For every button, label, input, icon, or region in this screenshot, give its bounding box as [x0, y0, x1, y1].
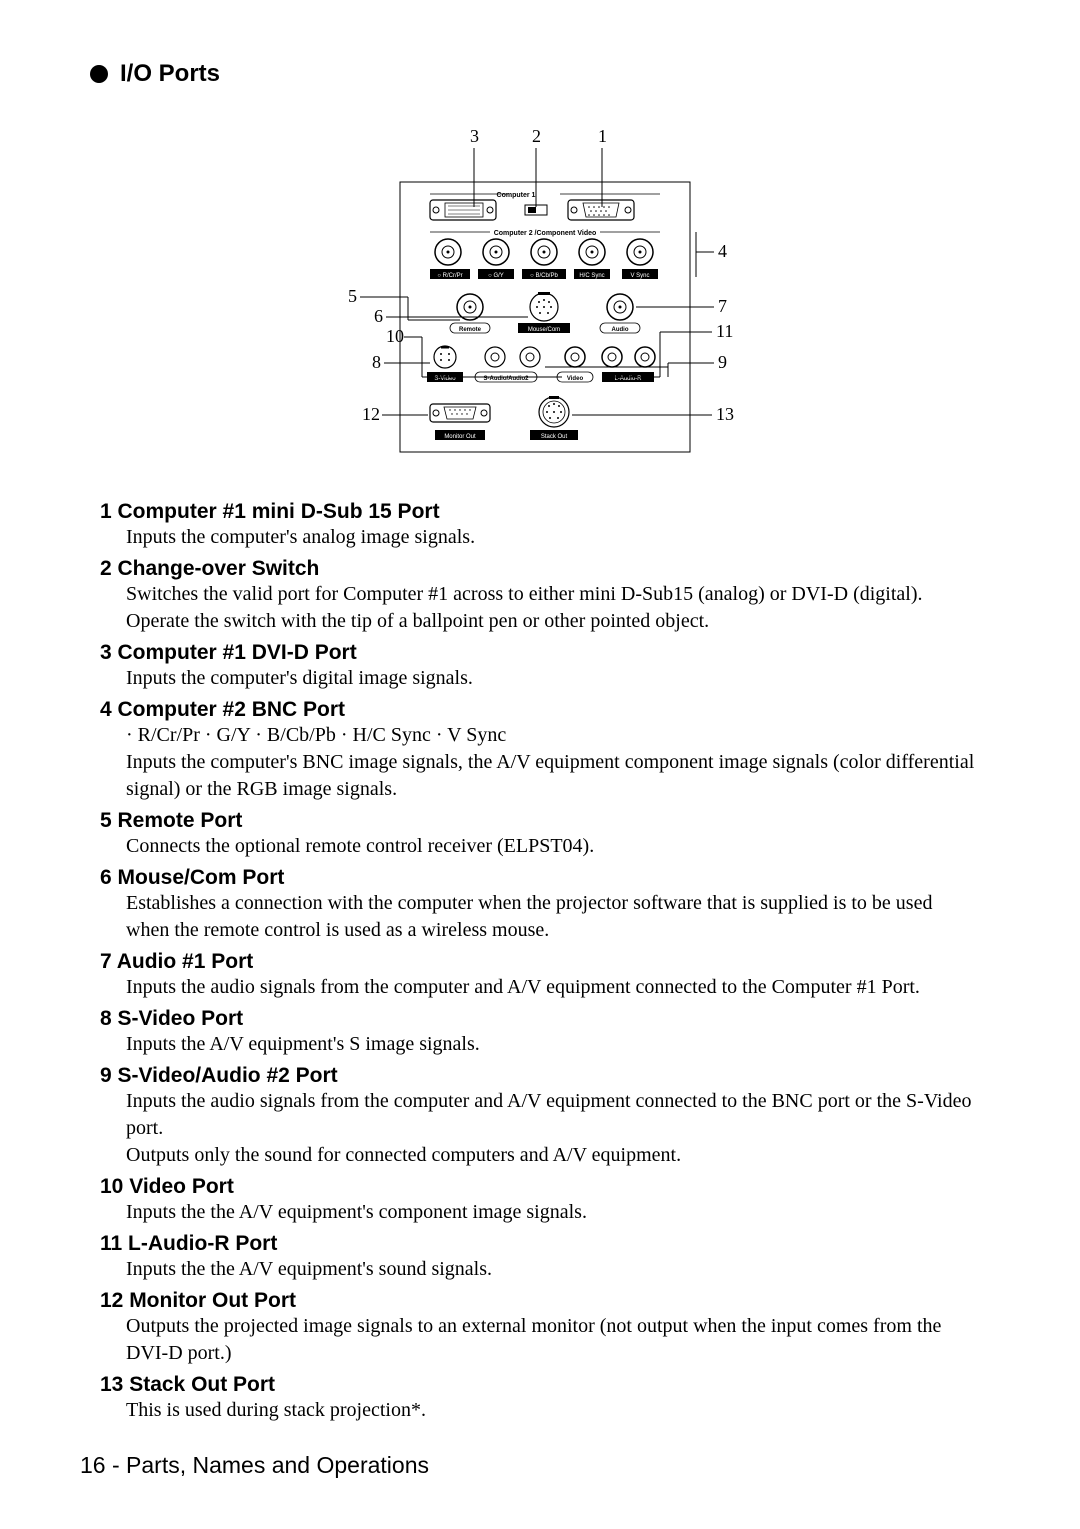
callout-2: 2 [532, 126, 541, 146]
svg-text:○ B/Cb/Pb: ○ B/Cb/Pb [530, 273, 558, 279]
bullet-icon [90, 65, 108, 83]
port-item: 7 Audio #1 PortInputs the audio signals … [100, 950, 980, 1001]
callout-12: 12 [362, 404, 380, 424]
ports-svg: 3 2 1 Computer 1 Computer 2 /Component V… [300, 112, 780, 472]
svg-text:Computer 2 /Component Video: Computer 2 /Component Video [494, 230, 597, 237]
callout-3: 3 [470, 126, 479, 146]
port-title: 4 Computer #2 BNC Port [100, 698, 980, 722]
port-title: 7 Audio #1 Port [100, 950, 980, 974]
port-desc: Switches the valid port for Computer #1 … [126, 581, 980, 635]
svg-text:Mouse/Com: Mouse/Com [528, 327, 560, 333]
port-title: 11 L-Audio-R Port [100, 1232, 980, 1256]
callout-11: 11 [716, 321, 733, 341]
section-header: I/O Ports [90, 60, 1000, 88]
port-desc: Connects the optional remote control rec… [126, 833, 980, 860]
svg-text:○ R/Cr/Pr: ○ R/Cr/Pr [437, 273, 462, 279]
port-title: 1 Computer #1 mini D-Sub 15 Port [100, 500, 980, 524]
port-title: 6 Mouse/Com Port [100, 866, 980, 890]
callout-6: 6 [374, 306, 383, 326]
port-desc: This is used during stack projection*. [126, 1397, 980, 1424]
callout-7: 7 [718, 296, 727, 316]
svg-text:H/C Sync: H/C Sync [579, 273, 604, 279]
port-item: 5 Remote PortConnects the optional remot… [100, 809, 980, 860]
port-title: 3 Computer #1 DVI-D Port [100, 641, 980, 665]
port-desc: Inputs the audio signals from the comput… [126, 1088, 980, 1142]
port-item: 13 Stack Out PortThis is used during sta… [100, 1373, 980, 1424]
port-desc: Outputs only the sound for connected com… [126, 1142, 980, 1169]
port-item: 10 Video PortInputs the the A/V equipmen… [100, 1175, 980, 1226]
svg-text:V Sync: V Sync [630, 273, 649, 279]
port-desc: Outputs the projected image signals to a… [126, 1313, 980, 1367]
section-title: I/O Ports [120, 60, 220, 88]
port-desc: Establishes a connection with the comput… [126, 890, 980, 944]
callout-1: 1 [598, 126, 607, 146]
port-title: 13 Stack Out Port [100, 1373, 980, 1397]
callout-13: 13 [716, 404, 734, 424]
svg-text:Audio: Audio [612, 327, 629, 333]
port-title: 10 Video Port [100, 1175, 980, 1199]
port-item: 3 Computer #1 DVI-D PortInputs the compu… [100, 641, 980, 692]
port-item: 4 Computer #2 BNC Port· R/Cr/Pr · G/Y · … [100, 698, 980, 803]
port-desc: Inputs the the A/V equipment's sound sig… [126, 1256, 980, 1283]
callout-9: 9 [718, 352, 727, 372]
port-title: 9 S-Video/Audio #2 Port [100, 1064, 980, 1088]
port-title: 12 Monitor Out Port [100, 1289, 980, 1313]
page-footer: 16 - Parts, Names and Operations [80, 1452, 429, 1479]
svg-text:Remote: Remote [459, 327, 482, 333]
port-desc: Inputs the the A/V equipment's component… [126, 1199, 980, 1226]
port-desc: Inputs the A/V equipment's S image signa… [126, 1031, 980, 1058]
port-item: 6 Mouse/Com PortEstablishes a connection… [100, 866, 980, 944]
callout-8: 8 [372, 352, 381, 372]
port-item: 9 S-Video/Audio #2 PortInputs the audio … [100, 1064, 980, 1169]
io-ports-diagram: 3 2 1 Computer 1 Computer 2 /Component V… [300, 112, 780, 472]
port-desc: Inputs the computer's BNC image signals,… [126, 749, 980, 803]
port-desc: Inputs the computer's digital image sign… [126, 665, 980, 692]
port-desc: · R/Cr/Pr · G/Y · B/Cb/Pb · H/C Sync · V… [126, 722, 980, 749]
svg-text:Monitor Out: Monitor Out [444, 434, 476, 440]
svg-text:Video: Video [567, 376, 584, 382]
svg-text:○ G/Y: ○ G/Y [488, 273, 504, 279]
bnc-row [435, 239, 653, 265]
port-item: 2 Change-over SwitchSwitches the valid p… [100, 557, 980, 635]
port-title: 5 Remote Port [100, 809, 980, 833]
port-desc: Inputs the audio signals from the comput… [126, 974, 980, 1001]
callout-5: 5 [348, 286, 357, 306]
port-list: 1 Computer #1 mini D-Sub 15 PortInputs t… [80, 500, 1000, 1424]
port-desc: Inputs the computer's analog image signa… [126, 524, 980, 551]
callout-4: 4 [718, 241, 727, 261]
port-item: 8 S-Video PortInputs the A/V equipment's… [100, 1007, 980, 1058]
port-title: 2 Change-over Switch [100, 557, 980, 581]
svg-text:Computer 1: Computer 1 [497, 192, 536, 199]
port-item: 1 Computer #1 mini D-Sub 15 PortInputs t… [100, 500, 980, 551]
port-title: 8 S-Video Port [100, 1007, 980, 1031]
port-item: 11 L-Audio-R PortInputs the the A/V equi… [100, 1232, 980, 1283]
callout-10: 10 [386, 326, 404, 346]
port-item: 12 Monitor Out PortOutputs the projected… [100, 1289, 980, 1367]
svg-text:Stack Out: Stack Out [541, 434, 568, 440]
